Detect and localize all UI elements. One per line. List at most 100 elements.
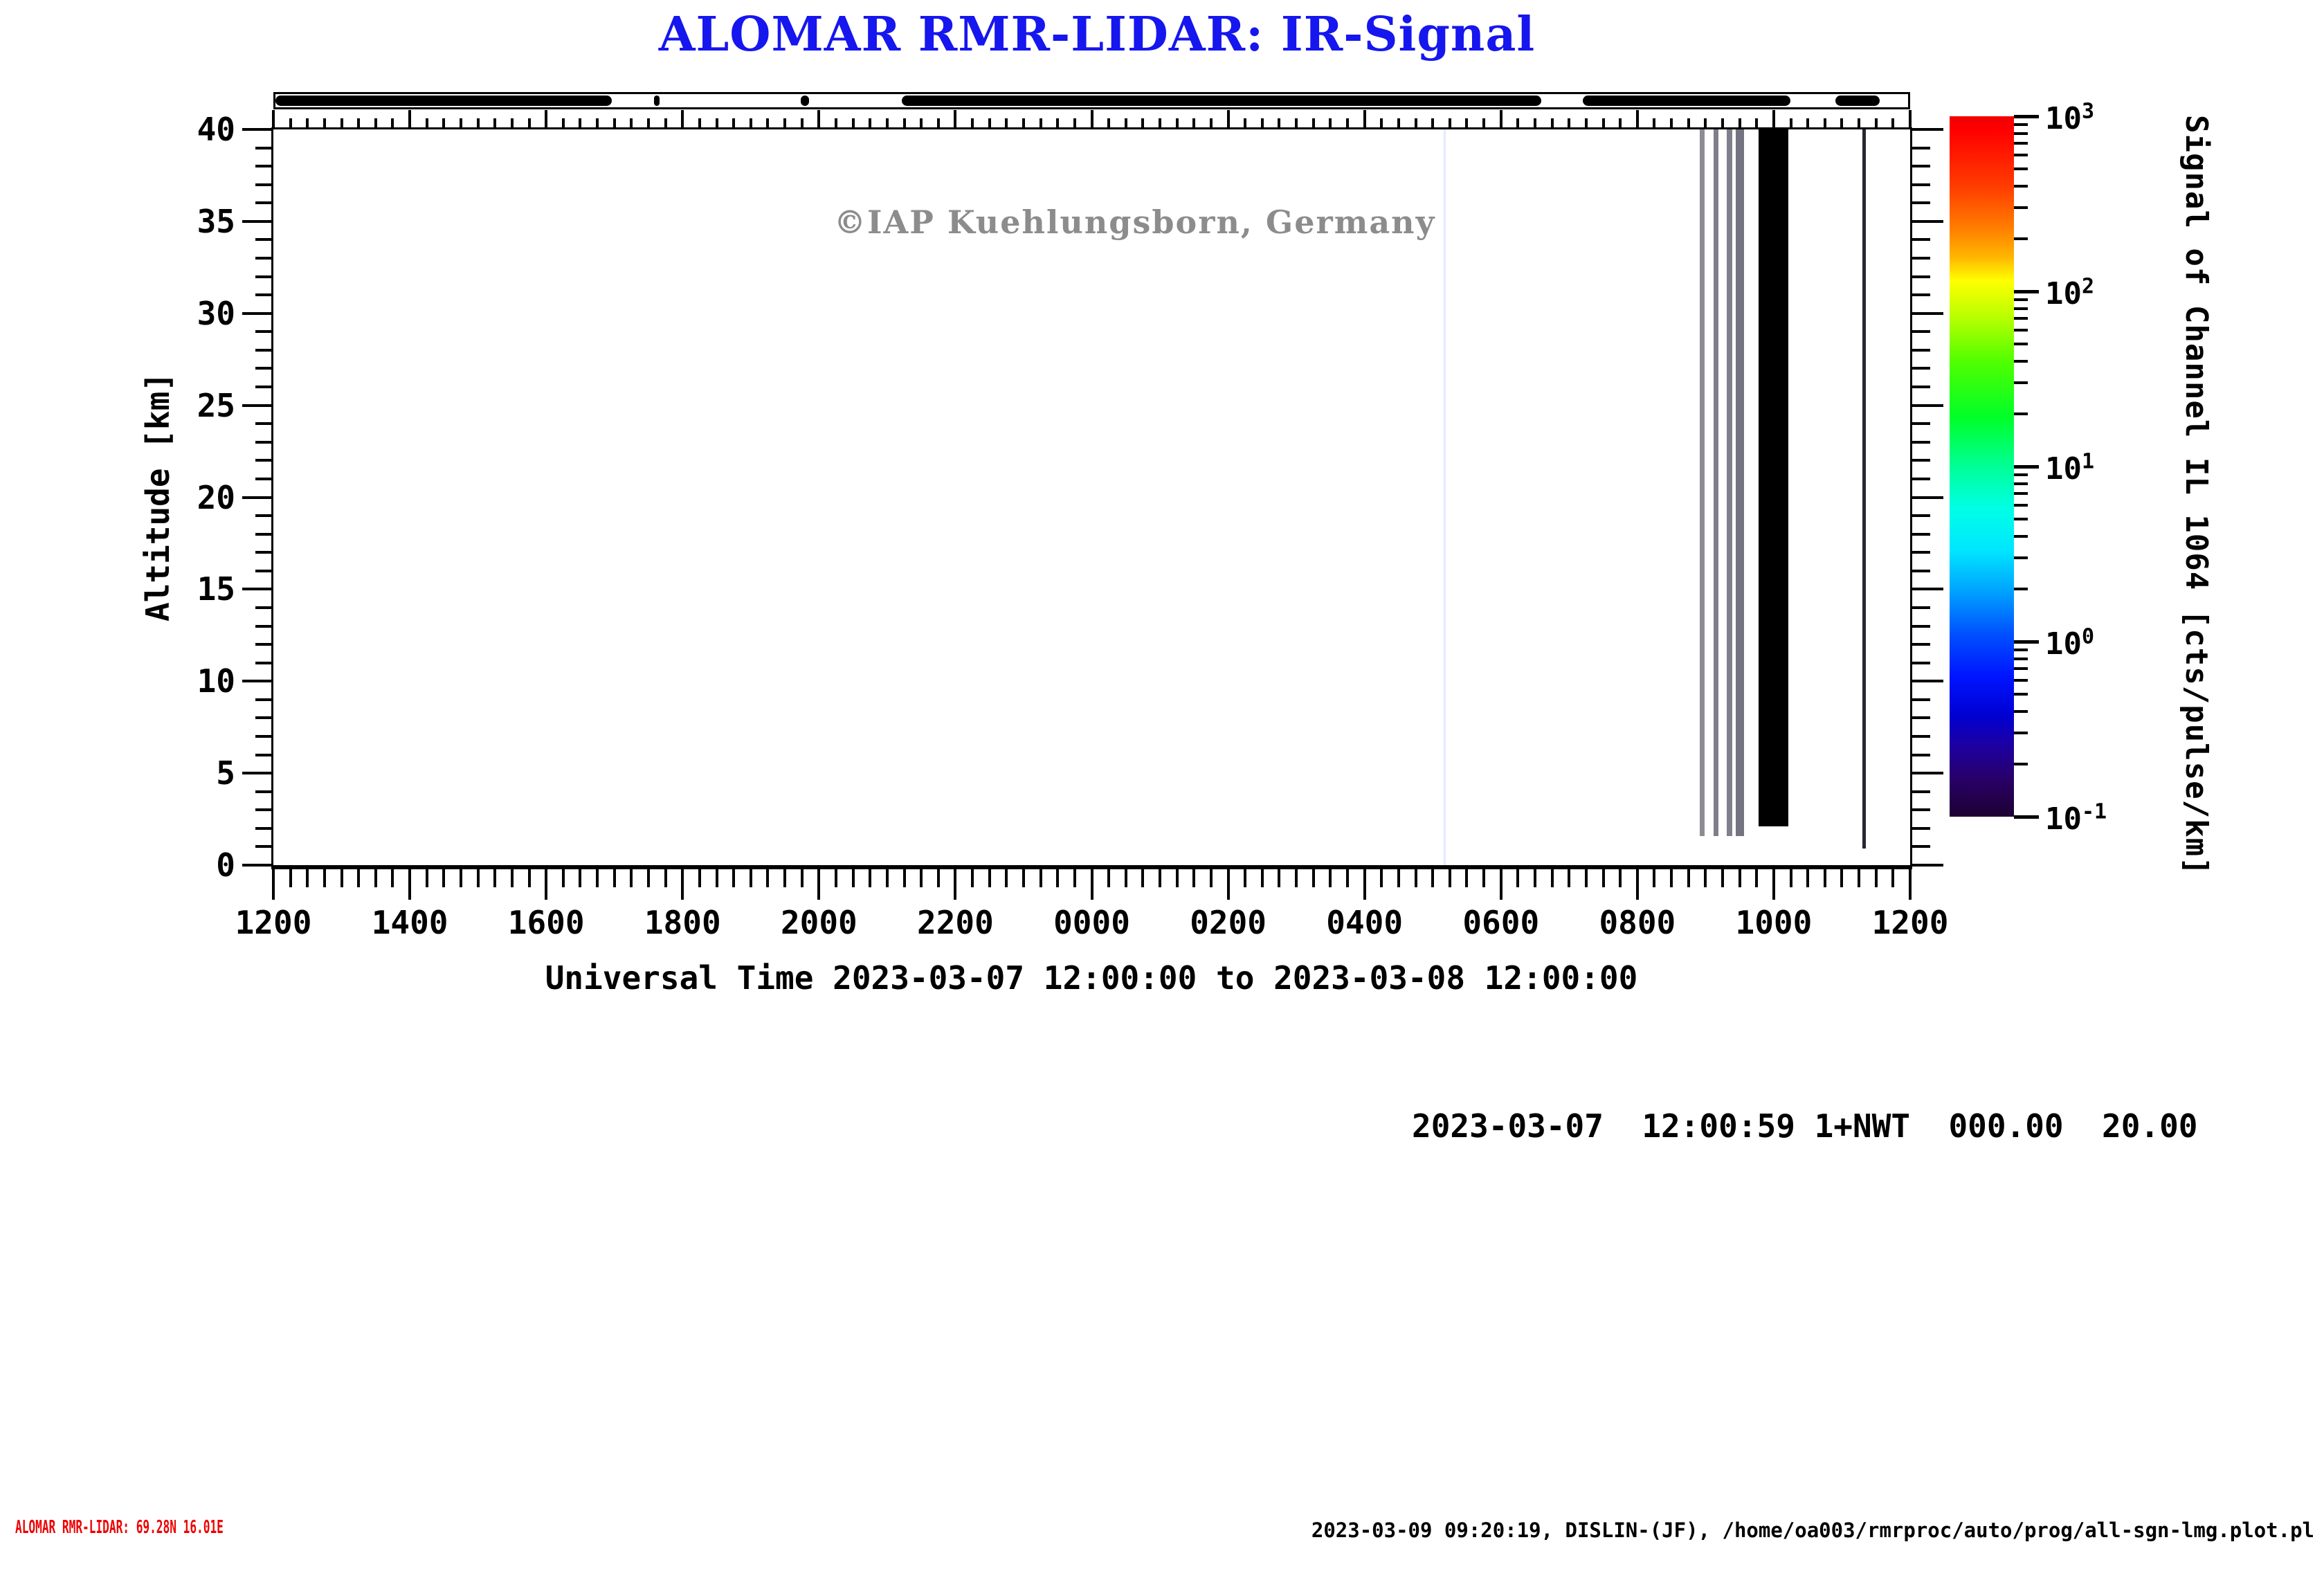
colorbar-minor-tick	[2014, 185, 2028, 188]
colorbar-minor-tick	[2014, 237, 2028, 240]
x-minor-tick-top	[1176, 118, 1179, 129]
y-minor-tick	[255, 441, 273, 444]
colorbar-minor-tick	[2014, 679, 2028, 682]
x-minor-tick	[971, 869, 974, 887]
x-minor-tick-top	[1312, 118, 1315, 129]
x-minor-tick-top	[1107, 118, 1110, 129]
y-minor-tick-right	[1912, 606, 1930, 609]
colorbar-minor-tick	[2014, 381, 2028, 384]
x-minor-tick-top	[289, 118, 292, 129]
y-major-tick-right	[1912, 680, 1943, 682]
x-minor-tick	[1824, 869, 1826, 887]
colorbar-minor-tick	[2014, 132, 2028, 135]
x-major-tick	[1636, 869, 1639, 900]
y-minor-tick-right	[1912, 147, 1930, 149]
x-minor-tick-top	[1431, 118, 1434, 129]
x-minor-tick	[613, 869, 616, 887]
x-major-tick	[408, 869, 411, 900]
vertical-line-marker	[1444, 129, 1446, 865]
y-minor-tick-right	[1912, 845, 1930, 848]
x-major-tick-top	[545, 110, 547, 129]
info-line: 2023-03-07 12:00:59 1+NWT 000.00 20.00	[1412, 1107, 2198, 1145]
availability-segment	[1835, 96, 1880, 106]
colorbar-minor-tick	[2014, 412, 2028, 415]
x-minor-tick-top	[971, 118, 974, 129]
x-minor-tick-top	[1534, 118, 1536, 129]
y-major-tick-right	[1912, 864, 1943, 867]
x-minor-tick-top	[903, 118, 906, 129]
footer-generation-info: 2023-03-09 09:20:19, DISLIN-(JF), /home/…	[1311, 1518, 2314, 1542]
x-minor-tick-top	[579, 118, 581, 129]
vertical-line-marker	[1699, 129, 1705, 836]
x-minor-tick	[391, 869, 394, 887]
y-minor-tick-right	[1912, 827, 1930, 830]
x-minor-tick	[528, 869, 531, 887]
x-major-tick	[1363, 869, 1366, 900]
x-minor-tick-top	[1192, 118, 1195, 129]
x-minor-tick	[1192, 869, 1195, 887]
x-minor-tick	[1278, 869, 1280, 887]
x-minor-tick-top	[1653, 118, 1655, 129]
colorbar-minor-tick	[2014, 518, 2028, 520]
x-major-tick	[681, 869, 684, 900]
x-minor-tick-top	[852, 118, 855, 129]
x-major-tick-top	[1227, 110, 1230, 129]
colorbar-exponent: -1	[2081, 799, 2107, 824]
x-tick-label: 1400	[371, 904, 448, 941]
data-segment	[273, 129, 610, 865]
x-minor-tick-top	[1755, 118, 1758, 129]
y-minor-tick-right	[1912, 514, 1930, 517]
y-major-tick	[242, 772, 273, 774]
y-tick-label: 30	[197, 294, 235, 332]
y-minor-tick-right	[1912, 625, 1930, 628]
x-major-tick-top	[1636, 110, 1639, 129]
x-minor-tick	[1397, 869, 1400, 887]
y-major-tick-right	[1912, 772, 1943, 774]
x-minor-tick-top	[442, 118, 445, 129]
y-minor-tick-right	[1912, 662, 1930, 664]
x-minor-tick-top	[1329, 118, 1332, 129]
x-major-tick-top	[1909, 110, 1912, 129]
y-minor-tick-right	[1912, 165, 1930, 167]
footer-station-info: ALOMAR RMR-LIDAR: 69.28N 16.01E	[15, 1517, 224, 1538]
x-minor-tick	[341, 869, 343, 887]
x-minor-tick	[852, 869, 855, 887]
x-minor-tick-top	[1005, 118, 1008, 129]
x-minor-tick-top	[1602, 118, 1605, 129]
colorbar-minor-tick	[2014, 657, 2028, 660]
y-minor-tick-right	[1912, 293, 1930, 296]
y-minor-tick-right	[1912, 275, 1930, 278]
x-minor-tick	[937, 869, 940, 887]
y-minor-tick	[255, 662, 273, 664]
y-tick-label: 5	[216, 754, 235, 792]
data-segment	[1581, 129, 1788, 865]
x-minor-tick-top	[1739, 118, 1741, 129]
x-minor-tick	[1312, 869, 1315, 887]
x-minor-tick-top	[1073, 118, 1076, 129]
x-minor-tick	[1516, 869, 1519, 887]
y-major-tick-right	[1912, 220, 1943, 223]
x-minor-tick	[1022, 869, 1025, 887]
x-minor-tick-top	[528, 118, 531, 129]
x-minor-tick	[306, 869, 309, 887]
x-minor-tick	[647, 869, 650, 887]
data-availability-bar	[273, 92, 1910, 109]
x-minor-tick	[1585, 869, 1588, 887]
x-minor-tick	[289, 869, 292, 887]
vertical-line-marker	[1726, 129, 1732, 836]
x-major-tick	[817, 869, 820, 900]
x-minor-tick	[1670, 869, 1673, 887]
colorbar-major-tick	[2014, 115, 2039, 118]
x-minor-tick	[1551, 869, 1554, 887]
y-minor-tick-right	[1912, 349, 1930, 352]
x-minor-tick-top	[920, 118, 923, 129]
x-minor-tick-top	[1022, 118, 1025, 129]
colorbar-major-tick	[2014, 465, 2039, 469]
data-segment	[1833, 129, 1878, 865]
colorbar-exponent: 3	[2081, 99, 2095, 124]
x-minor-tick	[1840, 869, 1843, 887]
x-major-tick-top	[1363, 110, 1366, 129]
y-minor-tick	[255, 257, 273, 260]
x-minor-tick	[716, 869, 718, 887]
x-minor-tick-top	[1516, 118, 1519, 129]
